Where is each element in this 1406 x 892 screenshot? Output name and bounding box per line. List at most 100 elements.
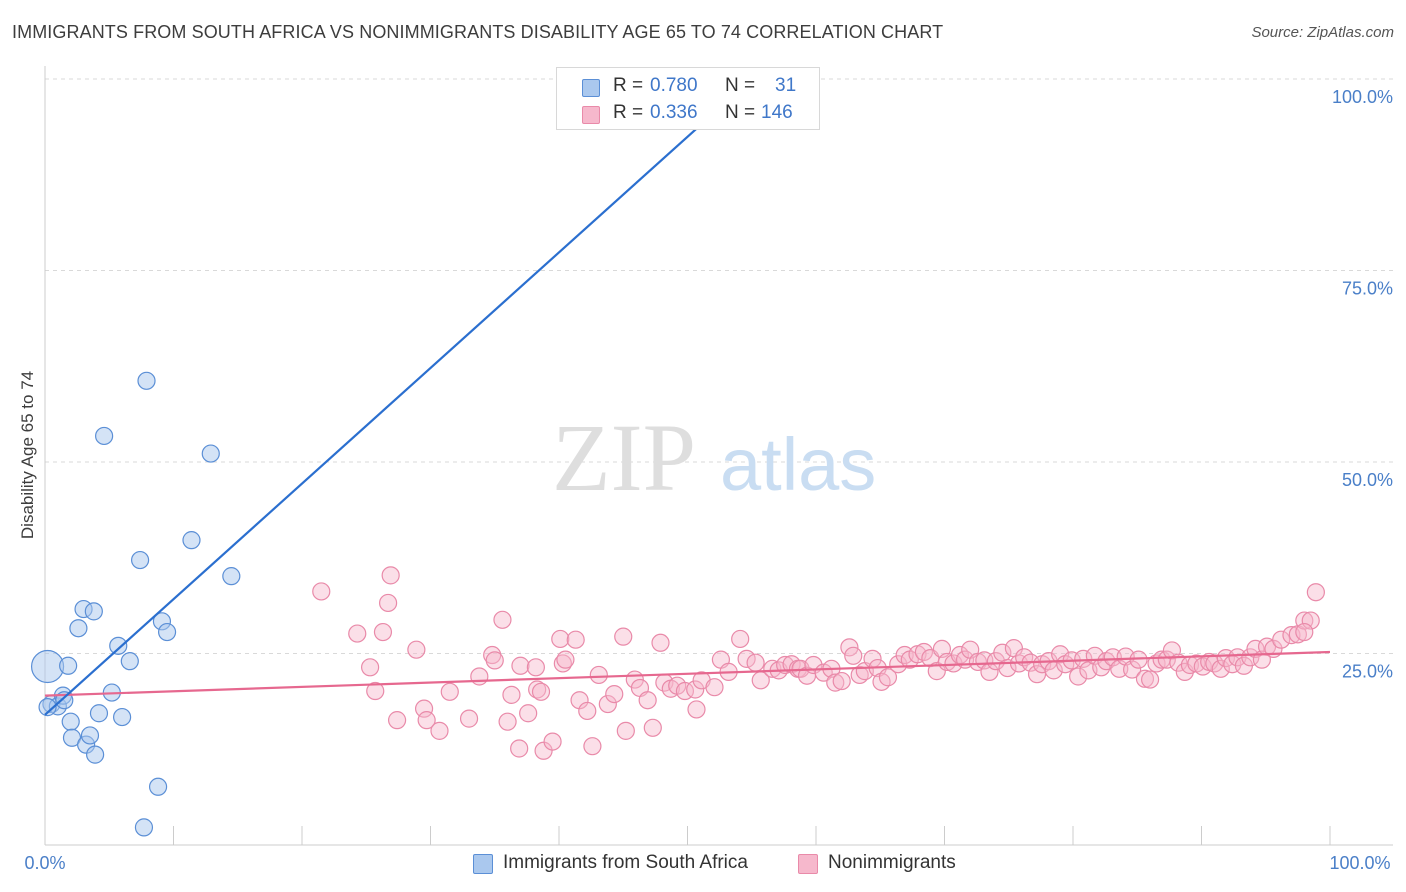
nonimmigrants-point [643,718,662,737]
nonimmigrants-point [927,662,946,681]
legend-n-value: 146 [761,102,793,123]
nonimmigrants-point [826,673,845,692]
nonimmigrants-point [502,685,521,704]
south-africa-point [148,777,168,796]
nonimmigrants-point [832,671,851,691]
south-africa-point [109,636,128,655]
nonimmigrants-point [366,681,385,701]
south-africa-point [130,550,150,570]
nonimmigrants-point [493,610,512,629]
south-africa-point [89,704,109,723]
nonimmigrants-point [387,711,407,730]
legend-n-label: N = [725,75,756,96]
south-africa-point [201,444,220,463]
nonimmigrants-point [1295,622,1314,642]
x-tick-label-min: 0.0% [24,853,65,873]
nonimmigrants-point [968,652,988,672]
nonimmigrants-point [373,622,393,642]
legend-r-value: 0.780 [650,75,698,96]
south-africa-point [112,707,132,727]
nonimmigrants-point [872,672,891,691]
nonimmigrants-point [531,682,551,701]
nonimmigrants-point [407,640,426,659]
nonimmigrants-point [737,649,756,668]
south-africa-point [157,622,177,642]
nonimmigrants-trend-line [44,650,1331,697]
nonimmigrants-point [361,658,380,677]
nonimmigrants-point [1306,583,1325,602]
correlation-legend: R = 0.780 N = 31 R = 0.336 N = 146 [556,67,820,130]
nonimmigrants-point [782,655,801,674]
south-africa-point [59,656,78,675]
south-africa-point [86,745,105,764]
nonimmigrants-point [1193,657,1212,676]
legend-n-label: N = [725,102,756,123]
nonimmigrants-point [1103,648,1122,667]
legend-r-label: R = [613,102,644,123]
tick-labels: 25.0% 50.0% 75.0% 100.0% 0.0% 100.0% [24,87,1393,873]
nonimmigrants-point [1140,670,1160,689]
legend-label-nonimmigrants: Nonimmigrants [828,852,956,873]
nonimmigrants-point [511,656,530,675]
south-africa-point [120,652,139,671]
legend-label-south-africa: Immigrants from South Africa [503,852,748,873]
grid-lines [45,78,1393,654]
legend-r-value: 0.336 [650,102,698,123]
nonimmigrants-point [605,684,624,704]
nonimmigrants-point [844,646,863,665]
nonimmigrants-point [556,650,575,669]
south-africa-point [69,619,88,638]
axes [44,66,1393,846]
south-africa-point [222,567,241,586]
nonimmigrants-point [526,658,545,677]
nonimmigrants-point [519,704,538,723]
nonimmigrants-point [1301,611,1320,630]
nonimmigrants-point [510,739,529,758]
nonimmigrants-point [598,694,617,714]
nonimmigrants-point [638,691,657,710]
nonimmigrants-point [312,582,331,601]
nonimmigrants-point [731,629,750,649]
nonimmigrants-point [1246,639,1265,659]
y-tick-label: 100.0% [1332,87,1393,107]
nonimmigrants-point [1123,660,1142,679]
nonimmigrants-point [417,711,436,730]
nonimmigrants-point [381,566,400,585]
nonimmigrants-point [551,629,570,649]
watermark-atlas: atlas [720,423,876,506]
south-africa-trend-line [44,78,753,716]
south-africa-point [84,602,103,621]
nonimmigrants-point [686,680,705,699]
legend-n-value: 31 [775,75,797,96]
legend-swatch-south-africa [473,854,493,874]
legend-r-label: R = [613,75,644,96]
y-tick-label: 50.0% [1342,470,1393,490]
nonimmigrants-point [1157,650,1176,669]
nonimmigrants-point [589,665,608,685]
nonimmigrants-point [651,633,670,652]
nonimmigrants-point [878,668,898,687]
nonimmigrants-point [485,651,504,670]
nonimmigrants-point [430,721,449,740]
nonimmigrants-point [1135,669,1155,688]
south-africa-point [38,698,57,717]
legend-swatch-nonimmigrants [582,106,600,124]
south-africa-points [30,69,759,837]
y-tick-label: 75.0% [1342,279,1393,299]
nonimmigrants-point [498,712,517,731]
south-africa-point [80,726,100,745]
nonimmigrants-point [746,653,765,672]
nonimmigrants-point [543,732,562,751]
nonimmigrants-point [578,701,597,721]
nonimmigrants-point [440,682,459,701]
nonimmigrants-point [1169,653,1188,672]
nonimmigrants-point [414,699,434,718]
legend-row-nonimmigrants: R = 0.336 N = 146 [557,102,821,128]
y-tick-label: 25.0% [1342,662,1393,682]
nonimmigrants-point [1074,649,1093,668]
nonimmigrants-point [470,667,489,686]
south-africa-point [30,649,65,684]
legend-swatch-south-africa [582,79,600,97]
trend-lines [44,78,1331,716]
